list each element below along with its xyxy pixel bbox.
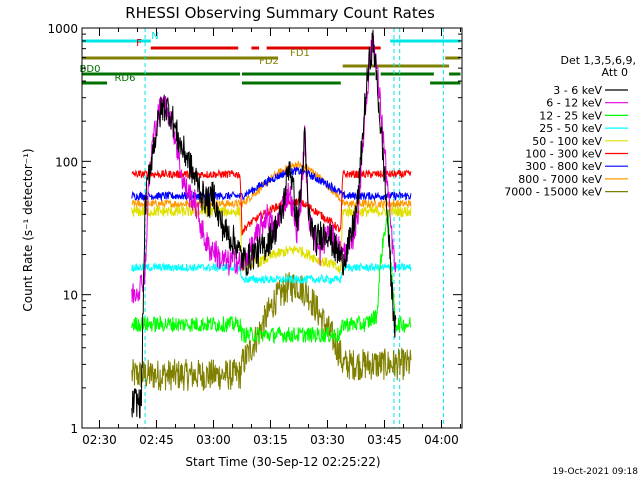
series-line (131, 205, 412, 274)
series-line (131, 29, 397, 419)
legend-entry: 3 - 6 keV (553, 84, 602, 97)
series-line (131, 168, 412, 237)
legend-header: Det 1,3,5,6,9, (560, 54, 636, 67)
x-tick-label: 03:15 (253, 433, 288, 447)
x-tick-label: 04:00 (424, 433, 459, 447)
x-tick-label: 02:45 (139, 433, 174, 447)
y-tick-label: 10 (63, 289, 78, 303)
legend-header: Att 0 (602, 66, 628, 79)
flag-label: RD6 (114, 73, 135, 84)
flag-label: FD1 (290, 48, 310, 59)
y-tick-label: 1000 (47, 22, 78, 36)
series-line (131, 166, 412, 202)
flag-label: F (136, 38, 142, 49)
legend-entry: 300 - 800 keV (525, 160, 602, 173)
x-tick-label: 02:30 (82, 433, 117, 447)
x-tick-label: 03:00 (196, 433, 231, 447)
flag-label: FD2 (259, 56, 279, 67)
series-line (131, 159, 412, 210)
legend-entry: 25 - 50 keV (539, 122, 602, 135)
series-lines (131, 29, 412, 419)
footer-date: 19-Oct-2021 09:18 (553, 467, 639, 477)
legend-entry: 7000 - 15000 keV (504, 186, 602, 199)
legend-entry: 6 - 12 keV (546, 97, 602, 110)
axes: 02:30 02:45 03:00 03:15 03:30 03:45 04:00 1 10 10… (47, 22, 463, 447)
y-axis-label: Count Rate (s⁻¹ detector⁻¹) (21, 148, 35, 311)
legend-entry: 800 - 7000 keV (518, 173, 602, 186)
y-tick-label: 100 (55, 155, 78, 169)
legend-entry: 12 - 25 keV (539, 109, 602, 122)
chart-title: RHESSI Observing Summary Count Rates (125, 4, 435, 22)
legend-entry: 100 - 300 keV (525, 148, 602, 161)
plot-frame (81, 27, 463, 429)
series-line (131, 261, 412, 285)
legend-entry: 50 - 100 keV (532, 135, 602, 148)
series-line (131, 272, 412, 391)
y-tick-label: 1 (70, 422, 78, 436)
series-line (131, 209, 412, 345)
x-tick-label: 03:45 (367, 433, 402, 447)
flag-label: BD0 (80, 64, 101, 75)
x-tick-label: 03:30 (310, 433, 345, 447)
x-axis-label: Start Time (30-Sep-12 02:25:22) (185, 455, 380, 469)
flag-label: N (151, 31, 158, 42)
